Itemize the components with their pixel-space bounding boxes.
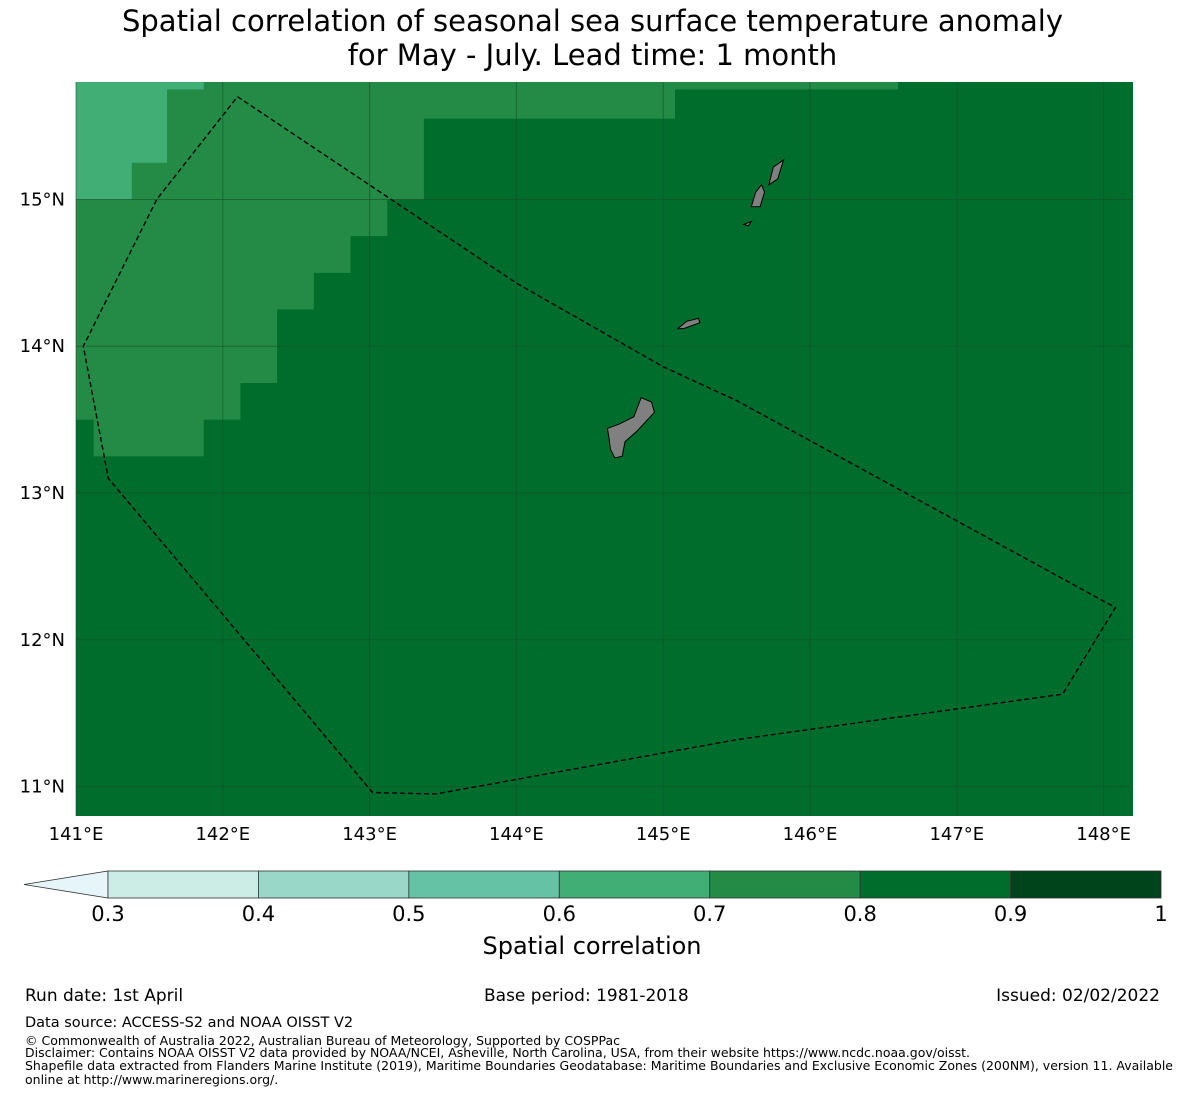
data-source: Data source: ACCESS-S2 and NOAA OISST V2 — [25, 1015, 354, 1031]
colorbar-bin — [1010, 870, 1162, 899]
correlation-region-0.6-0.7 — [76, 82, 204, 200]
title-line-1: Spatial correlation of seasonal sea surf… — [121, 4, 1064, 38]
lon-tick-label: 141°E — [49, 824, 104, 845]
correlation-region-0.7-0.8 — [76, 82, 899, 457]
lon-tick-label: 143°E — [342, 824, 397, 845]
run-date: Run date: 1st April — [25, 986, 184, 1006]
shapefile-credit: Shapefile data extracted from Flanders M… — [25, 1058, 1173, 1087]
title-line-2: for May - July. Lead time: 1 month — [347, 38, 838, 72]
lon-tick-label: 144°E — [489, 824, 544, 845]
lon-tick-label: 147°E — [929, 824, 984, 845]
copyright-notice: © Commonwealth of Australia 2022, Austra… — [25, 1033, 620, 1048]
colorbar-tick-label: 0.9 — [994, 902, 1027, 926]
colorbar-tick-label: 0.4 — [242, 902, 275, 926]
eez-boundary — [82, 96, 1117, 795]
colorbar: 0.3 0.4 0.5 0.6 0.7 0.8 0.9 1 Spatial correlatio… — [23, 870, 1168, 960]
colorbar-tick-label: 1 — [1154, 902, 1167, 926]
colorbar-under-triangle — [23, 870, 109, 899]
lon-tick-label: 148°E — [1076, 824, 1131, 845]
chart-title: Spatial correlation of seasonal sea surf… — [0, 4, 1185, 72]
colorbar-tick-label: 0.5 — [392, 902, 425, 926]
lon-tick-label: 142°E — [195, 824, 250, 845]
base-period: Base period: 1981-2018 — [484, 986, 689, 1006]
colorbar-tick-label: 0.3 — [91, 902, 124, 926]
colorbar-tick-label: 0.8 — [843, 902, 876, 926]
lat-tick-label: 11°N — [20, 777, 65, 798]
lat-tick-label: 13°N — [20, 483, 65, 504]
island — [742, 220, 753, 227]
lon-tick-label: 145°E — [636, 824, 691, 845]
lat-tick-label: 12°N — [20, 630, 65, 651]
colorbar-tick-label: 0.6 — [543, 902, 576, 926]
island — [750, 183, 766, 208]
island — [676, 317, 701, 330]
colorbar-bin — [408, 870, 560, 899]
map-figure: 141°E 142°E 143°E 144°E 145°E 146°E 147°E 148°E… — [20, 82, 1168, 960]
colorbar-label: Spatial correlation — [482, 932, 701, 960]
lon-tick-label: 146°E — [783, 824, 838, 845]
colorbar-bin — [709, 870, 861, 899]
island — [768, 158, 785, 186]
lat-tick-label: 15°N — [20, 189, 65, 210]
correlation-strip-0.7-0.8 — [674, 82, 899, 90]
map-panel: 141°E 142°E 143°E 144°E 145°E 146°E 147°E 148°E… — [20, 82, 1133, 845]
disclaimer: Disclaimer: Contains NOAA OISST V2 data … — [25, 1045, 970, 1060]
colorbar-bin — [258, 870, 410, 899]
island — [606, 396, 655, 459]
colorbar-bin — [558, 870, 711, 899]
colorbar-tick-label: 0.7 — [693, 902, 726, 926]
colorbar-bin — [107, 870, 259, 899]
issued-date: Issued: 02/02/2022 — [996, 986, 1160, 1006]
lat-tick-label: 14°N — [20, 336, 65, 357]
colorbar-bin — [859, 870, 1011, 899]
